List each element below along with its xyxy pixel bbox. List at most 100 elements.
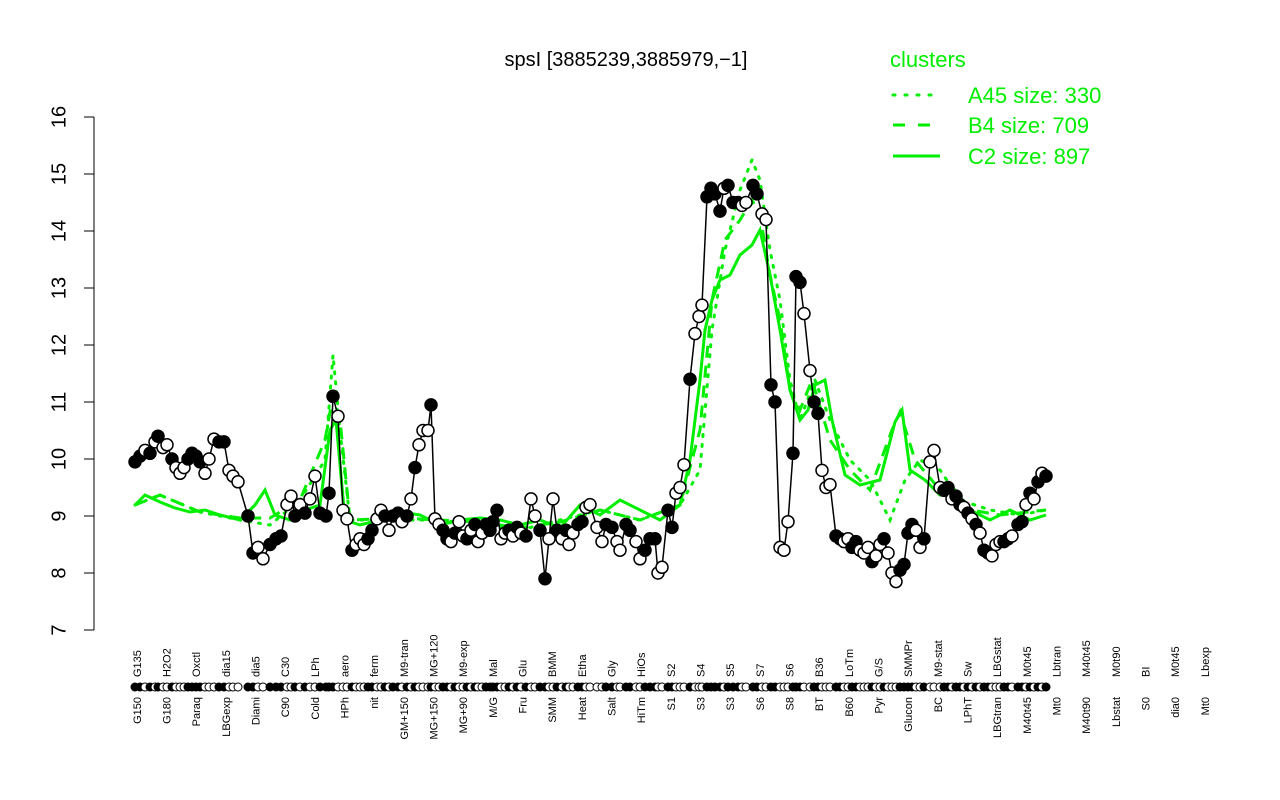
data-point (533, 523, 547, 538)
y-tick-label: 13 (48, 277, 70, 299)
x-tick-label: Glucon (903, 697, 915, 732)
y-tick-label: 9 (48, 510, 70, 521)
data-point (759, 212, 773, 227)
x-tick-label: LBGstat (992, 637, 1004, 677)
data-point (486, 514, 500, 529)
x-tick-label: Mal (488, 659, 500, 677)
data-point (629, 534, 643, 549)
data-point (528, 509, 542, 523)
x-tick-label: aero (340, 655, 352, 677)
x-tick-label: MG+150 (429, 697, 441, 740)
data-point (793, 275, 807, 290)
cluster-lines (133, 155, 1048, 532)
x-tick-label: LPhT (963, 697, 975, 724)
data-point (909, 523, 923, 538)
data-point (623, 523, 637, 538)
x-tick-label: Mt0 (1052, 697, 1064, 715)
x-tick-label: H2O2 (162, 648, 174, 677)
x-tick-label: S5 (725, 664, 737, 677)
x-tick-label: Lbexp (1200, 647, 1212, 677)
x-tick-label: SMMPr (903, 640, 915, 677)
x-tick-label: S3 (696, 697, 708, 710)
x-tick-label: M40t90 (1081, 697, 1093, 734)
data-point (303, 492, 317, 506)
x-tick-label: M0t45 (1022, 646, 1034, 677)
x-tick-label: G/S (874, 658, 886, 677)
y-tick-label: 15 (48, 163, 70, 185)
x-tick-label: Sw (963, 662, 975, 677)
data-point (400, 509, 414, 523)
data-point (897, 557, 911, 572)
data-point (613, 543, 627, 557)
x-tick-label: S3 (725, 697, 737, 710)
data-point (202, 452, 216, 466)
x-tick-label: dia15 (221, 650, 233, 677)
data-point (452, 514, 466, 529)
x-tick-label: Oxctl (191, 652, 203, 677)
data-point (923, 455, 937, 469)
data-point (927, 443, 941, 458)
expression-series (128, 178, 1053, 589)
data-point (542, 532, 556, 546)
data-point (683, 372, 697, 386)
data-point (1039, 469, 1053, 483)
x-tick-label: BC (933, 697, 945, 712)
data-point (284, 489, 298, 503)
x-tick-label: S7 (755, 664, 767, 677)
data-point (408, 460, 422, 475)
x-tick-label: C90 (280, 697, 292, 717)
legend-title: clusters (890, 47, 966, 72)
data-point (412, 438, 426, 452)
data-point (490, 503, 504, 518)
data-point (973, 526, 987, 540)
data-point (322, 486, 336, 500)
data-point (308, 469, 322, 483)
data-point (1015, 514, 1029, 529)
rug-point (1041, 682, 1051, 692)
data-point (797, 306, 811, 321)
data-point (823, 477, 837, 492)
x-tick-label: M40t45 (1081, 640, 1093, 677)
data-point (764, 378, 778, 392)
x-tick-label: BI (1141, 667, 1153, 677)
x-tick-label: Glu (518, 660, 530, 677)
x-tick-label: M40t45 (1022, 697, 1034, 734)
data-point (877, 532, 891, 546)
y-tick-label: 11 (48, 392, 70, 413)
data-point (241, 509, 255, 523)
data-point (340, 512, 354, 526)
x-tick-label: LBGexp (221, 697, 233, 737)
x-tick-label: ferm (369, 655, 381, 677)
x-tick-label: HiTm (636, 697, 648, 723)
data-point (721, 178, 735, 193)
data-point (1005, 529, 1019, 543)
x-tick-label: S1 (666, 697, 678, 710)
x-tick-label: M0t90 (1111, 646, 1123, 677)
data-point (881, 546, 895, 560)
x-tick-label: Cold (310, 697, 322, 720)
y-tick-label: 7 (48, 624, 70, 635)
data-point (251, 540, 265, 555)
data-point (575, 514, 589, 529)
data-point (655, 560, 669, 575)
data-point (151, 429, 165, 443)
data-point (673, 480, 687, 495)
x-tick-label: SMM (547, 697, 559, 723)
data-point (781, 514, 795, 529)
data-point (198, 466, 212, 481)
data-point (595, 534, 609, 549)
x-tick-label: M9-stat (933, 640, 945, 677)
data-point (713, 204, 727, 218)
data-point (143, 446, 157, 461)
cluster-c2-line (133, 225, 1047, 530)
data-point (605, 520, 619, 535)
x-tick-label: Etha (577, 653, 589, 677)
data-point (677, 457, 691, 472)
x-tick-label: G135 (132, 650, 144, 677)
x-labels-top: G135 H2O2 Oxctl dia15 dia5 C30 LPh aero ferm M9-t… (132, 635, 1212, 678)
data-point (869, 549, 883, 563)
x-tick-label: M9-exp (458, 640, 470, 677)
data-point (786, 446, 800, 461)
x-tick-label: Fru (518, 697, 530, 714)
